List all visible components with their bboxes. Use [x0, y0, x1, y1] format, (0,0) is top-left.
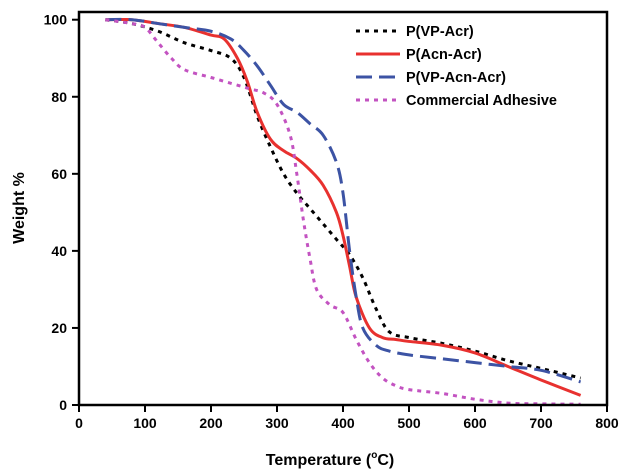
- x-tick-label: 400: [331, 415, 355, 431]
- plot-frame: [77, 10, 609, 407]
- y-tick-label: 20: [51, 320, 67, 336]
- x-tick-label: 200: [199, 415, 223, 431]
- x-tick-label: 100: [133, 415, 157, 431]
- x-axis-title: Temperature (oC): [266, 450, 395, 469]
- y-tick-label: 100: [44, 12, 68, 28]
- x-axis-title-degree: o: [371, 450, 377, 461]
- legend-label-2: P(Acn-Acr): [406, 47, 482, 63]
- x-tick-label: 600: [463, 415, 487, 431]
- y-tick-label: 60: [51, 166, 67, 182]
- ticks-layer: 0 100 200 300 400 500 600 700 800 0 20 40 60 80 100: [44, 12, 619, 431]
- legend-label-3: P(VP-Acn-Acr): [406, 70, 506, 86]
- x-tick-label: 500: [397, 415, 421, 431]
- y-tick-label: 40: [51, 243, 67, 259]
- legend-label-1: P(VP-Acr): [406, 24, 474, 40]
- series-line-4: [105, 18, 581, 406]
- x-tick-label: 800: [595, 415, 619, 431]
- series-line-3: [105, 17, 582, 384]
- series-line-1: [105, 18, 581, 380]
- y-tick-label: 0: [59, 397, 67, 413]
- x-axis-title-unit: C): [377, 452, 394, 469]
- y-axis-title: Weight %: [11, 172, 28, 244]
- series-layer: [105, 17, 582, 406]
- x-tick-label: 0: [75, 415, 83, 431]
- y-tick-label: 80: [51, 89, 67, 105]
- x-tick-label: 700: [529, 415, 553, 431]
- legend-label-4: Commercial Adhesive: [406, 93, 557, 109]
- legend: P(VP-Acr) P(Acn-Acr) P(VP-Acn-Acr) Commerci…: [356, 24, 557, 109]
- x-axis-title-main: Temperature (: [266, 452, 372, 469]
- x-tick-label: 300: [265, 415, 289, 431]
- series-line-2: [105, 17, 582, 397]
